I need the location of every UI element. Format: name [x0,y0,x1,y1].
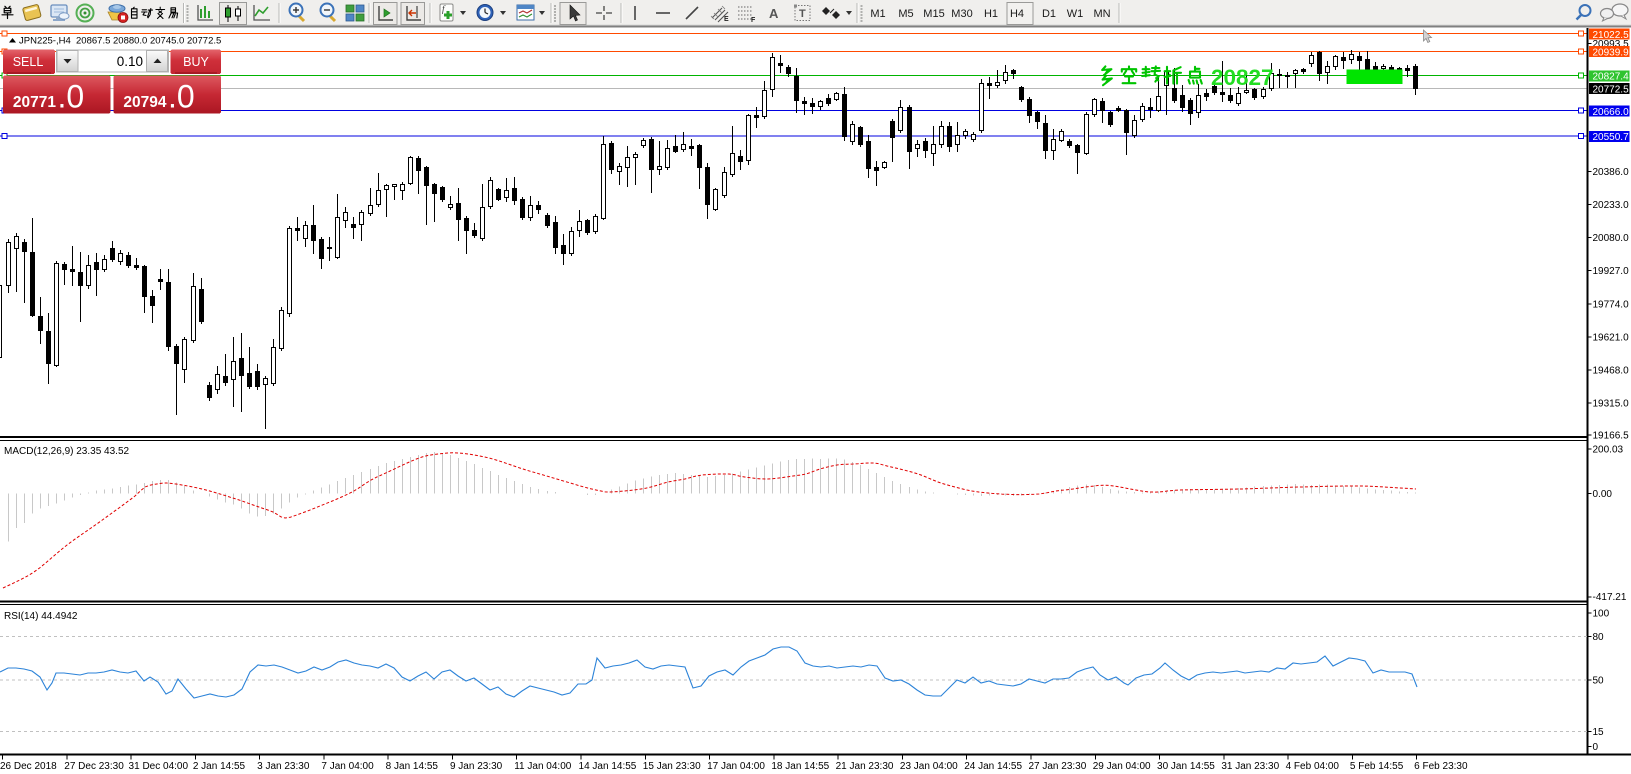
svg-text:F: F [751,17,756,24]
svg-text:-417.21: -417.21 [1593,592,1627,603]
svg-text:20939.9: 20939.9 [1593,47,1630,58]
svg-text:.0: .0 [58,79,85,115]
svg-text:RSI(14) 44.4942: RSI(14) 44.4942 [4,611,78,622]
svg-text:20794: 20794 [123,94,166,111]
svg-text:0.00: 0.00 [1593,489,1613,500]
svg-text:20550.7: 20550.7 [1593,132,1630,143]
svg-text:20666.0: 20666.0 [1593,107,1630,118]
svg-text:3 Jan 23:30: 3 Jan 23:30 [257,761,310,772]
svg-text:19774.0: 19774.0 [1593,299,1630,310]
svg-text:MACD(12,26,9) 23.35 43.52: MACD(12,26,9) 23.35 43.52 [4,446,130,457]
svg-text:M30: M30 [951,8,972,20]
svg-text:11 Jan 04:00: 11 Jan 04:00 [514,761,572,772]
svg-text:14 Jan 14:55: 14 Jan 14:55 [579,761,637,772]
svg-text:19166.5: 19166.5 [1593,430,1630,441]
svg-text:f: f [442,4,446,14]
svg-text:21022.5: 21022.5 [1593,30,1630,41]
svg-text:M5: M5 [898,8,913,20]
svg-text:19927.0: 19927.0 [1593,266,1630,277]
svg-text:80: 80 [1593,632,1605,643]
svg-text:17 Jan 04:00: 17 Jan 04:00 [707,761,765,772]
svg-text:20386.0: 20386.0 [1593,167,1630,178]
svg-text:23 Jan 04:00: 23 Jan 04:00 [900,761,958,772]
svg-text:W1: W1 [1067,8,1084,20]
svg-text:M1: M1 [870,8,885,20]
svg-text:30 Jan 14:55: 30 Jan 14:55 [1157,761,1215,772]
svg-text:M15: M15 [923,8,944,20]
svg-text:4 Feb 04:00: 4 Feb 04:00 [1286,761,1340,772]
svg-text:SELL: SELL [13,55,44,69]
svg-text:0.10: 0.10 [117,54,143,69]
svg-text:6 Feb 23:30: 6 Feb 23:30 [1414,761,1468,772]
svg-text:50: 50 [1593,676,1605,687]
svg-text:0: 0 [1593,742,1599,753]
svg-text:D1: D1 [1042,8,1056,20]
svg-text:15 Jan 23:30: 15 Jan 23:30 [643,761,701,772]
svg-text:20772.5: 20772.5 [1593,84,1630,95]
svg-text:19468.0: 19468.0 [1593,365,1630,376]
svg-text:5 Feb 14:55: 5 Feb 14:55 [1350,761,1404,772]
svg-text:T: T [799,8,806,20]
svg-text:15: 15 [1593,727,1605,738]
svg-text:100: 100 [1593,609,1610,620]
svg-text:27 Dec 23:30: 27 Dec 23:30 [64,761,124,772]
svg-text:H4: H4 [1010,8,1024,20]
svg-text:200.03: 200.03 [1593,445,1624,456]
svg-text:20993.5: 20993.5 [1593,39,1630,50]
svg-text:BUY: BUY [183,55,209,69]
svg-text:21 Jan 23:30: 21 Jan 23:30 [836,761,894,772]
svg-text:19621.0: 19621.0 [1593,332,1630,343]
svg-text:24 Jan 14:55: 24 Jan 14:55 [964,761,1022,772]
svg-text:20827: 20827 [1211,65,1274,90]
svg-text:26 Dec 2018: 26 Dec 2018 [0,761,57,772]
svg-text:A: A [769,6,779,21]
svg-text:9 Jan 23:30: 9 Jan 23:30 [450,761,503,772]
svg-text:E: E [724,16,729,23]
svg-text:20827.4: 20827.4 [1593,72,1630,83]
svg-text:20080.0: 20080.0 [1593,233,1630,244]
svg-text:.0: .0 [168,79,195,115]
svg-text:7 Jan 04:00: 7 Jan 04:00 [321,761,374,772]
svg-text:20233.0: 20233.0 [1593,200,1630,211]
svg-text:19315.0: 19315.0 [1593,398,1630,409]
svg-text:27 Jan 23:30: 27 Jan 23:30 [1028,761,1086,772]
svg-text:2 Jan 14:55: 2 Jan 14:55 [193,761,246,772]
svg-text:JPN225-,H4 20867.5 20880.0 20: JPN225-,H4 20867.5 20880.0 20745.0 20772… [19,36,221,47]
svg-text:31 Jan 23:30: 31 Jan 23:30 [1221,761,1279,772]
svg-text:MN: MN [1093,8,1110,20]
svg-text:20771: 20771 [13,94,56,111]
svg-text:31 Dec 04:00: 31 Dec 04:00 [129,761,189,772]
svg-text:8 Jan 14:55: 8 Jan 14:55 [386,761,439,772]
svg-text:H1: H1 [984,8,998,20]
svg-text:29 Jan 04:00: 29 Jan 04:00 [1093,761,1151,772]
svg-text:18 Jan 14:55: 18 Jan 14:55 [771,761,829,772]
